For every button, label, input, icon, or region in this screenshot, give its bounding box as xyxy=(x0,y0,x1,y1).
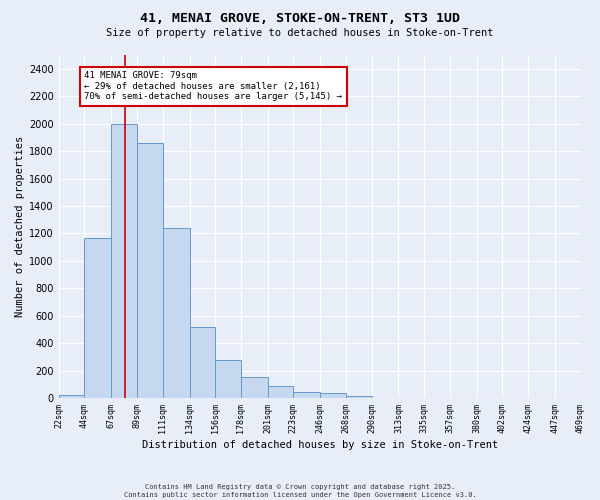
Text: Contains HM Land Registry data © Crown copyright and database right 2025.
Contai: Contains HM Land Registry data © Crown c… xyxy=(124,484,476,498)
Bar xyxy=(137,143,163,398)
Text: Size of property relative to detached houses in Stoke-on-Trent: Size of property relative to detached ho… xyxy=(106,28,494,38)
Bar xyxy=(346,396,371,398)
Bar xyxy=(163,228,190,398)
Bar xyxy=(293,392,320,398)
Bar xyxy=(59,395,85,398)
Y-axis label: Number of detached properties: Number of detached properties xyxy=(15,136,25,317)
Bar xyxy=(190,327,215,398)
Text: 41, MENAI GROVE, STOKE-ON-TRENT, ST3 1UD: 41, MENAI GROVE, STOKE-ON-TRENT, ST3 1UD xyxy=(140,12,460,26)
Bar xyxy=(85,238,112,398)
Bar xyxy=(241,377,268,398)
Bar xyxy=(268,386,293,398)
Text: 41 MENAI GROVE: 79sqm
← 29% of detached houses are smaller (2,161)
70% of semi-d: 41 MENAI GROVE: 79sqm ← 29% of detached … xyxy=(85,72,343,102)
Bar xyxy=(112,124,137,398)
Bar xyxy=(320,394,346,398)
X-axis label: Distribution of detached houses by size in Stoke-on-Trent: Distribution of detached houses by size … xyxy=(142,440,498,450)
Bar xyxy=(215,360,241,398)
